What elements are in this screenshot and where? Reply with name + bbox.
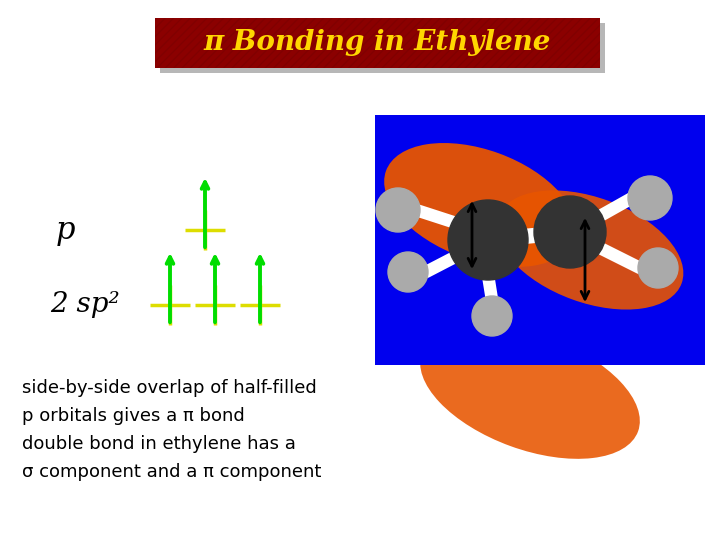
Circle shape: [534, 196, 606, 268]
Text: p: p: [55, 214, 75, 246]
Text: p orbitals gives a π bond: p orbitals gives a π bond: [22, 407, 245, 425]
Bar: [155, 18, 600, 68]
Circle shape: [638, 248, 678, 288]
Ellipse shape: [384, 143, 576, 267]
Circle shape: [388, 252, 428, 292]
Circle shape: [448, 200, 528, 280]
Circle shape: [628, 176, 672, 220]
Bar: [155, 18, 600, 68]
Bar: [375, 115, 705, 365]
Text: double bond in ethylene has a: double bond in ethylene has a: [22, 435, 296, 453]
Text: side-by-side overlap of half-filled: side-by-side overlap of half-filled: [22, 379, 317, 397]
Text: π Bonding in Ethylene: π Bonding in Ethylene: [204, 30, 552, 57]
Ellipse shape: [420, 325, 640, 459]
Text: σ component and a π component: σ component and a π component: [22, 463, 321, 481]
Bar: [160, 23, 605, 73]
Text: 2 sp²: 2 sp²: [50, 292, 120, 319]
Ellipse shape: [497, 191, 683, 309]
Circle shape: [472, 296, 512, 336]
Circle shape: [376, 188, 420, 232]
